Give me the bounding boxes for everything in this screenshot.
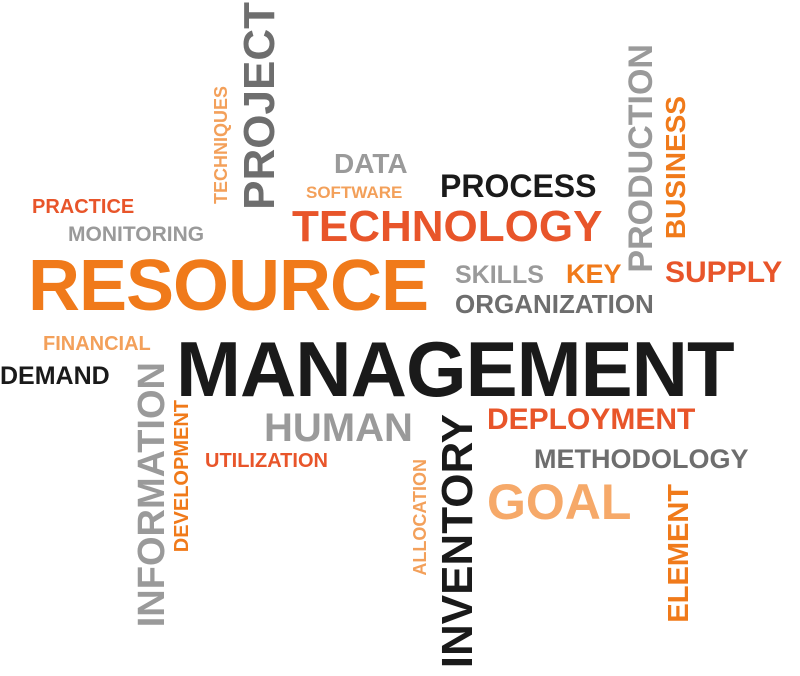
word-development: DEVELOPMENT [171, 400, 193, 553]
word-goal: GOAL [487, 474, 632, 530]
word-skills: SKILLS [455, 261, 544, 289]
word-production: PRODUCTION [622, 44, 660, 273]
word-inventory: INVENTORY [433, 414, 482, 669]
word-resource: RESOURCE [28, 246, 429, 326]
word-organization: ORGANIZATION [455, 289, 654, 319]
word-project: PROJECT [235, 2, 284, 210]
word-information: INFORMATION [131, 362, 173, 628]
word-key: KEY [566, 259, 622, 289]
word-technology: TECHNOLOGY [292, 202, 603, 251]
word-supply: SUPPLY [665, 256, 783, 289]
word-financial: FINANCIAL [43, 333, 151, 355]
word-software: SOFTWARE [306, 183, 403, 202]
word-monitoring: MONITORING [68, 223, 205, 246]
word-business: BUSINESS [660, 96, 691, 240]
word-demand: DEMAND [0, 362, 110, 390]
word-methodology: METHODOLOGY [534, 444, 749, 474]
word-utilization: UTILIZATION [205, 450, 328, 472]
word-process: PROCESS [440, 168, 597, 204]
word-deployment: DEPLOYMENT [487, 403, 696, 436]
word-data: DATA [334, 148, 408, 179]
word-practice: PRACTICE [32, 196, 135, 218]
word-management: MANAGEMENT [176, 325, 735, 413]
word-techniques: TECHNIQUES [211, 86, 231, 205]
word-human: HUMAN [264, 406, 413, 450]
word-allocation: ALLOCATION [410, 459, 430, 576]
word-element: ELEMENT [663, 484, 695, 623]
